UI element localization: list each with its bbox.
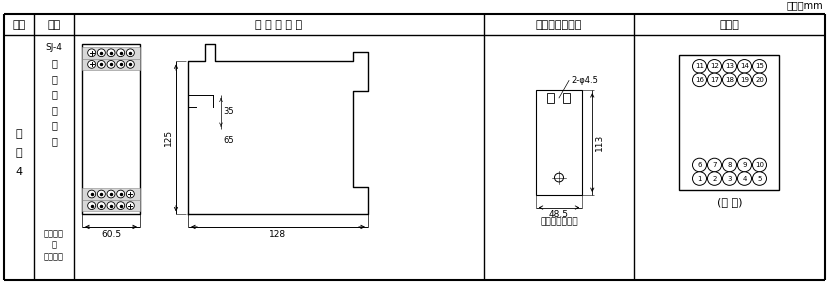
Circle shape xyxy=(97,49,105,57)
Text: 35: 35 xyxy=(223,107,233,116)
Circle shape xyxy=(722,60,735,73)
Circle shape xyxy=(117,202,124,210)
Text: 或: 或 xyxy=(51,241,56,250)
Text: 5: 5 xyxy=(757,176,761,181)
Circle shape xyxy=(722,158,735,172)
Circle shape xyxy=(706,158,720,172)
Circle shape xyxy=(691,158,705,172)
Text: 18: 18 xyxy=(724,77,733,83)
Text: 48.5: 48.5 xyxy=(548,210,568,220)
Bar xyxy=(535,90,581,195)
Circle shape xyxy=(752,158,766,172)
Text: 出: 出 xyxy=(51,74,57,84)
Text: 17: 17 xyxy=(709,77,718,83)
Circle shape xyxy=(107,202,115,210)
Text: 安装开孔尺寸图: 安装开孔尺寸图 xyxy=(535,20,581,30)
Circle shape xyxy=(88,190,95,198)
Circle shape xyxy=(691,172,705,185)
Circle shape xyxy=(737,158,751,172)
Circle shape xyxy=(117,190,124,198)
Text: 20: 20 xyxy=(754,77,763,83)
Circle shape xyxy=(107,190,115,198)
Text: 卡轨安装: 卡轨安装 xyxy=(44,229,64,238)
Bar xyxy=(546,93,554,103)
Circle shape xyxy=(88,60,95,68)
Circle shape xyxy=(97,60,105,68)
Text: 3: 3 xyxy=(726,176,731,181)
Circle shape xyxy=(126,190,134,198)
Circle shape xyxy=(752,73,766,87)
Bar xyxy=(82,200,140,211)
Text: 结构: 结构 xyxy=(47,20,60,30)
Bar xyxy=(679,55,778,190)
Circle shape xyxy=(126,202,134,210)
Text: 7: 7 xyxy=(711,162,716,168)
Text: 6: 6 xyxy=(696,162,701,168)
Text: 16: 16 xyxy=(694,77,703,83)
Text: 谺钉安装: 谺钉安装 xyxy=(44,252,64,261)
Text: 113: 113 xyxy=(595,134,604,151)
Circle shape xyxy=(126,60,134,68)
Circle shape xyxy=(722,172,735,185)
Circle shape xyxy=(107,49,115,57)
Text: 11: 11 xyxy=(694,63,703,69)
Text: 12: 12 xyxy=(710,63,718,69)
Text: 10: 10 xyxy=(754,162,763,168)
Text: 图: 图 xyxy=(16,148,22,158)
Circle shape xyxy=(737,60,751,73)
Text: 线: 线 xyxy=(51,136,57,146)
Text: 65: 65 xyxy=(223,136,233,145)
Text: 15: 15 xyxy=(754,63,763,69)
Bar xyxy=(563,93,570,103)
Text: 19: 19 xyxy=(739,77,748,83)
Text: 前: 前 xyxy=(51,105,57,115)
Circle shape xyxy=(97,202,105,210)
Text: 4: 4 xyxy=(741,176,746,181)
Circle shape xyxy=(107,60,115,68)
Text: (正 视): (正 视) xyxy=(716,197,741,207)
Bar xyxy=(82,188,140,200)
Text: 单位：mm: 单位：mm xyxy=(786,0,822,10)
Circle shape xyxy=(97,190,105,198)
Text: 4: 4 xyxy=(16,167,22,177)
Circle shape xyxy=(706,60,720,73)
Circle shape xyxy=(126,49,134,57)
Circle shape xyxy=(752,60,766,73)
Text: 外 形 尺 寸 图: 外 形 尺 寸 图 xyxy=(255,20,302,30)
Bar xyxy=(82,59,140,70)
Circle shape xyxy=(88,202,95,210)
Text: 13: 13 xyxy=(724,63,733,69)
Bar xyxy=(82,47,140,59)
Text: 2: 2 xyxy=(711,176,716,181)
Text: 式: 式 xyxy=(51,89,57,99)
Circle shape xyxy=(737,73,751,87)
Text: 14: 14 xyxy=(739,63,748,69)
Text: 8: 8 xyxy=(726,162,731,168)
Circle shape xyxy=(117,60,124,68)
Text: 125: 125 xyxy=(164,129,173,147)
Bar xyxy=(82,44,140,214)
Circle shape xyxy=(117,49,124,57)
Text: 9: 9 xyxy=(741,162,746,168)
Text: 附: 附 xyxy=(16,129,22,139)
Circle shape xyxy=(737,172,751,185)
Circle shape xyxy=(706,172,720,185)
Circle shape xyxy=(88,49,95,57)
Circle shape xyxy=(752,172,766,185)
Text: 128: 128 xyxy=(269,230,286,239)
Text: 端子图: 端子图 xyxy=(719,20,739,30)
Text: 接: 接 xyxy=(51,120,57,130)
Circle shape xyxy=(691,60,705,73)
Text: 60.5: 60.5 xyxy=(101,230,121,239)
Text: 图号: 图号 xyxy=(12,20,26,30)
Circle shape xyxy=(691,73,705,87)
Text: 1: 1 xyxy=(696,176,701,181)
Text: 谺钉安装开孔图: 谺钉安装开孔图 xyxy=(540,218,577,227)
Text: SJ-4: SJ-4 xyxy=(46,43,62,52)
Circle shape xyxy=(706,73,720,87)
Circle shape xyxy=(722,73,735,87)
Text: 凸: 凸 xyxy=(51,59,57,68)
Text: 2-φ4.5: 2-φ4.5 xyxy=(570,76,597,85)
